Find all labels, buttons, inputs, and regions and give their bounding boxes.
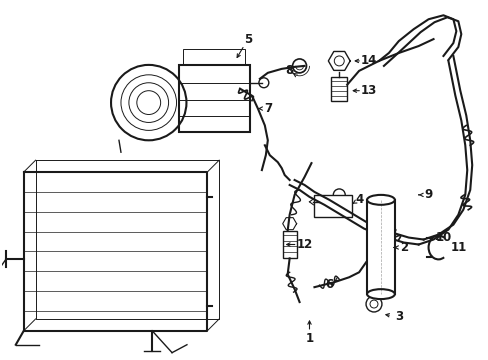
Bar	[178, 65, 249, 132]
Bar	[282, 231, 296, 258]
Text: 1: 1	[305, 332, 313, 345]
Text: 8: 8	[285, 64, 293, 77]
Text: 10: 10	[434, 231, 450, 244]
Polygon shape	[282, 218, 296, 230]
Text: 13: 13	[360, 84, 376, 97]
Text: 3: 3	[394, 310, 402, 323]
Text: 6: 6	[325, 278, 333, 291]
Text: 2: 2	[399, 241, 407, 254]
Ellipse shape	[366, 195, 394, 205]
Text: 5: 5	[244, 33, 252, 46]
Bar	[314, 195, 351, 217]
Text: 14: 14	[360, 54, 376, 67]
Circle shape	[333, 189, 345, 201]
Circle shape	[292, 59, 306, 73]
Text: 4: 4	[354, 193, 363, 206]
Text: 11: 11	[449, 241, 466, 254]
Bar	[183, 49, 244, 65]
Bar	[331, 77, 346, 100]
Text: 7: 7	[263, 102, 271, 115]
Text: 12: 12	[296, 238, 312, 251]
Polygon shape	[327, 51, 349, 70]
Text: 9: 9	[424, 188, 432, 201]
Ellipse shape	[366, 289, 394, 299]
Circle shape	[366, 296, 381, 312]
Bar	[366, 200, 394, 294]
